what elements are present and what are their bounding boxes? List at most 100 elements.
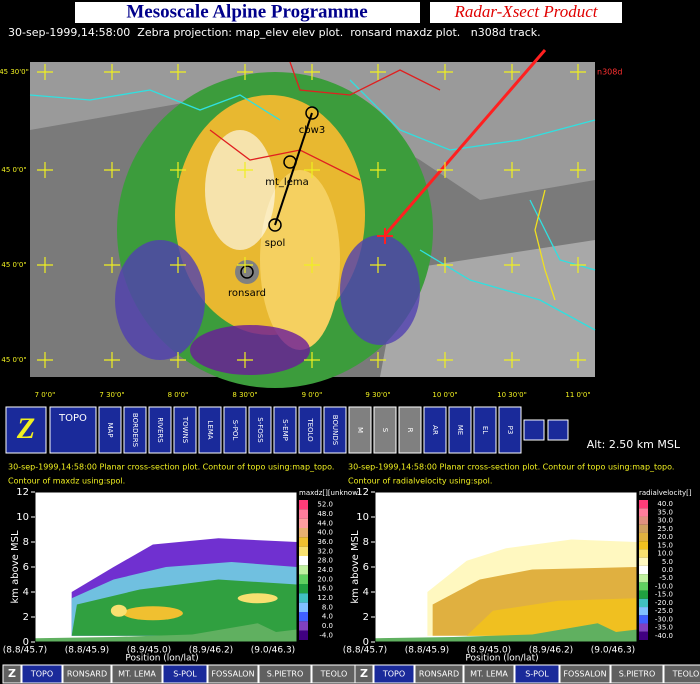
colorbar-label: 48.0 [317, 510, 333, 518]
bottom-button-label: TOPO [30, 670, 53, 679]
toolbar-button[interactable] [223, 406, 247, 454]
bottom-button[interactable] [559, 664, 611, 684]
bottom-button-label: MT. LEMA [470, 670, 508, 679]
panel-header: 30-sep-1999,14:58:00 Planar cross-sectio… [8, 463, 334, 472]
toolbar-button[interactable] [423, 406, 447, 454]
bottom-button[interactable] [207, 664, 259, 684]
grid-cross [237, 64, 253, 80]
toolbar-button[interactable] [348, 406, 372, 454]
colorbar-swatch [299, 602, 308, 612]
toolbar-button[interactable] [398, 406, 422, 454]
bottom-button-label: S-POL [525, 670, 549, 679]
toolbar-button[interactable] [123, 406, 147, 454]
site [283, 155, 297, 169]
toolbar-button[interactable] [448, 406, 472, 454]
colorbar-label: -25.0 [655, 607, 673, 615]
bottom-button-label: S.PIETRO [267, 670, 304, 679]
site [235, 260, 259, 284]
colorbar-swatch [639, 524, 648, 533]
grid-cross [570, 257, 586, 273]
toolbar-button[interactable] [198, 406, 222, 454]
toolbar-button[interactable] [523, 419, 545, 441]
toolbar-button-label: EL [481, 426, 489, 434]
colorbar-swatch [299, 565, 308, 575]
grid-cross [170, 64, 186, 80]
toolbar-button[interactable] [498, 406, 522, 454]
x-tick-label: (9.0/46.3) [591, 646, 635, 656]
lake [534, 189, 556, 301]
bottom-button[interactable] [111, 664, 163, 684]
bottom-button[interactable] [663, 664, 700, 684]
lon-label: 9 30'0" [365, 391, 390, 399]
toolbar-button[interactable] [547, 419, 569, 441]
toolbar-button[interactable] [98, 406, 122, 454]
bottom-button[interactable] [373, 664, 415, 684]
y-tick-label: 4 [23, 587, 29, 598]
lon-label: 8 30'0" [232, 391, 257, 399]
y-tick-label: 8 [23, 537, 29, 548]
x-axis-label: Position (lon/lat) [125, 654, 198, 664]
bottom-button-label: RONSARD [67, 670, 107, 679]
site [268, 218, 282, 232]
colorbar-label: 20.0 [657, 533, 673, 541]
bottom-button[interactable] [514, 664, 560, 684]
toolbar-button-label: TEOLO [306, 417, 314, 442]
bottom-button[interactable] [610, 664, 664, 684]
bottom-button[interactable] [463, 664, 515, 684]
colorbar-label: 40.0 [317, 529, 333, 537]
colorbar-title: radialvelocity[] [639, 489, 692, 497]
bottom-button[interactable] [414, 664, 464, 684]
topography [375, 623, 637, 642]
colorbar-swatch [639, 574, 648, 583]
site-label: ronsard [228, 288, 266, 299]
site-label: cbw3 [299, 125, 325, 136]
toolbar-button[interactable] [323, 406, 347, 454]
logo-button[interactable] [5, 406, 47, 454]
toolbar-button[interactable] [273, 406, 297, 454]
echo-region [237, 593, 278, 604]
bottom-button[interactable] [258, 664, 312, 684]
toolbar-button[interactable] [148, 406, 172, 454]
bottom-button[interactable] [354, 664, 374, 684]
colorbar-swatch [639, 557, 648, 566]
x-tick-label: (8.8/45.7) [3, 646, 47, 656]
toolbar-button-label: BORDERS [131, 413, 139, 448]
lon-label: 7 30'0" [99, 391, 124, 399]
bottom-button[interactable] [62, 664, 112, 684]
y-tick-label: 0 [363, 637, 369, 648]
y-tick-label: 12 [16, 487, 29, 498]
grid-cross [304, 64, 320, 80]
toolbar-button[interactable] [473, 406, 497, 454]
echo [190, 325, 310, 375]
lon-label: 8 0'0" [168, 391, 189, 399]
colorbar-swatch [299, 612, 308, 622]
grid-cross [304, 162, 320, 178]
colorbar-label: -35.0 [655, 624, 673, 632]
toolbar-button[interactable] [298, 406, 322, 454]
colorbar-swatch [299, 518, 308, 528]
toolbar-button-label: R [406, 428, 414, 433]
colorbar-label: -4.0 [319, 631, 333, 639]
y-tick-label: 2 [23, 612, 29, 623]
echo-region [122, 606, 183, 621]
grid-cross [104, 64, 120, 80]
site [240, 265, 254, 279]
bottom-button[interactable] [162, 664, 208, 684]
toolbar-button-label: BOUNDS [331, 415, 339, 446]
toolbar-button[interactable] [173, 406, 197, 454]
grid-cross [504, 162, 520, 178]
colorbar-swatch [639, 508, 648, 517]
toolbar-button[interactable] [373, 406, 397, 454]
toolbar-button-label: TOWNS [181, 416, 189, 444]
colorbar-swatch [639, 623, 648, 632]
toolbar-button[interactable] [49, 406, 97, 454]
lon-label: 10 30'0" [497, 391, 527, 399]
toolbar-button-label: S-FOSS [256, 417, 264, 443]
grid-cross [304, 352, 320, 368]
colorbar-swatch [639, 532, 648, 542]
bottom-button[interactable] [2, 664, 22, 684]
bottom-button-label: S-POL [173, 670, 197, 679]
toolbar-button[interactable] [248, 406, 272, 454]
bottom-button[interactable] [21, 664, 63, 684]
